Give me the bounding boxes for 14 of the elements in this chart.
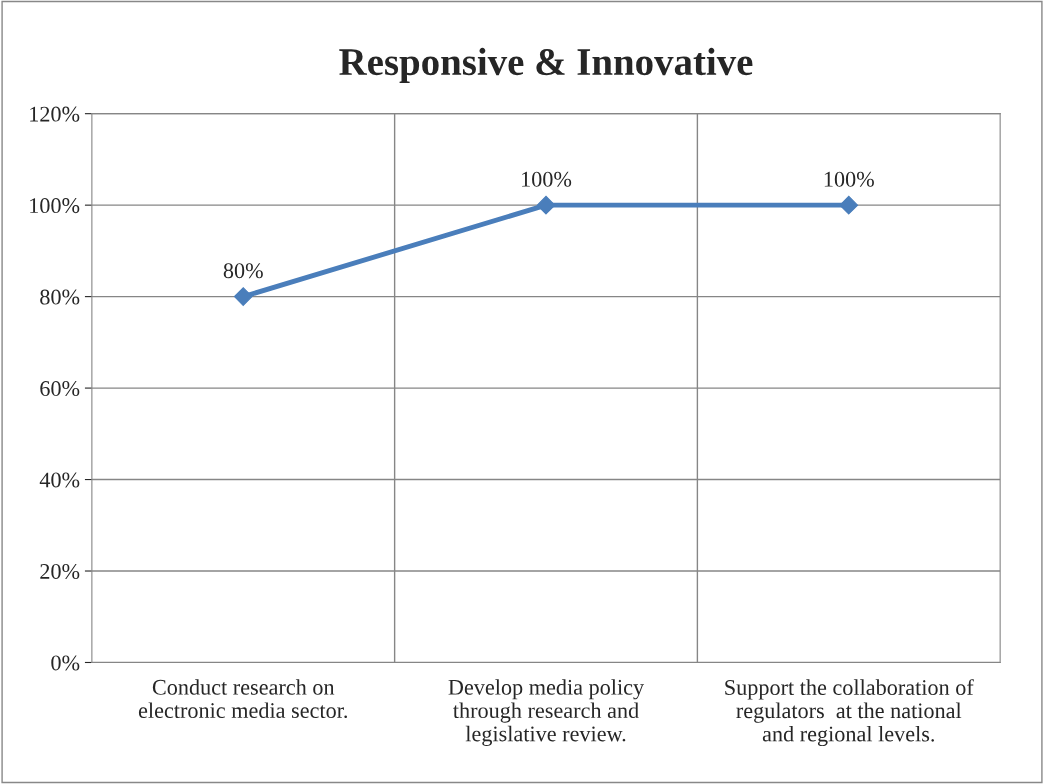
x-tick-label: Develop media policy through research and legislative review.: [448, 679, 645, 746]
chart-title: Responsive & Innovative: [339, 47, 753, 84]
y-tick-label: 100%: [30, 198, 80, 214]
y-tick-label: 0%: [51, 655, 80, 671]
data-label: 80%: [223, 263, 263, 279]
y-tick-label: 80%: [40, 289, 80, 305]
x-tick-label: Support the collaboration of regulators at the national and regional levels.: [725, 679, 974, 747]
data-label: 100%: [522, 171, 572, 187]
y-tick-label: 20%: [40, 563, 80, 580]
x-tick-label: Conduct research on electronic media sector.: [138, 679, 347, 719]
y-tick-label: 40%: [39, 472, 80, 488]
y-tick-label: 120%: [30, 106, 80, 122]
data-label: 100%: [824, 171, 874, 187]
y-tick-label: 60%: [40, 381, 80, 397]
